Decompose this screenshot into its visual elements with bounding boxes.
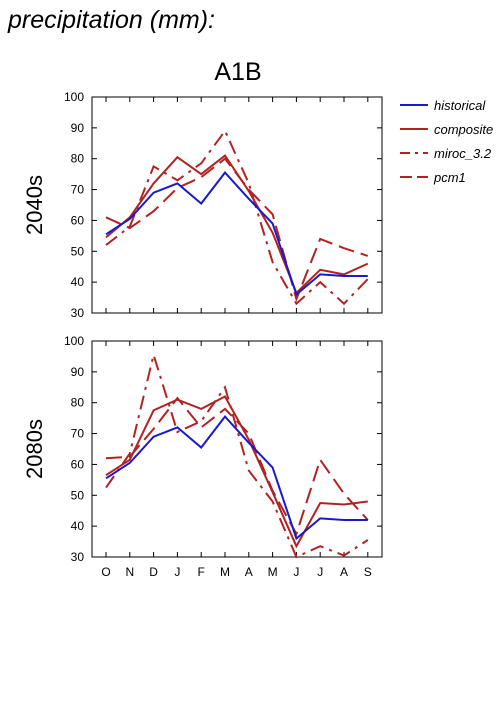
plot-frame [91,340,383,558]
y-tick-label: 30 [71,306,85,320]
x-tick-label: A [340,565,348,579]
legend-item-historical: historical [400,98,486,113]
panels-group: 30 40 50 60 70 80 90 100 2040s 30 40 50 60 70 80 90 100 O… [22,90,383,579]
legend-item-pcm1: pcm1 [400,170,466,185]
series-line-historical [105,171,368,297]
legend: historical composite miroc_3.2 pcm1 [400,98,493,185]
x-tick-label: J [293,565,299,579]
legend-label: composite [434,122,493,137]
y-tick-label: 70 [71,183,85,197]
y-tick-label: 100 [64,334,84,348]
series-line-composite [105,395,368,549]
x-tick-label: M [268,565,278,579]
series-line-pcm1 [105,396,369,537]
y-tick-label: 80 [71,152,85,166]
series-line-historical [105,415,368,541]
panel-label: 2040s [22,175,47,235]
x-tick-label: A [245,565,253,579]
series-line-pcm1 [105,157,369,303]
x-tick-label: J [317,565,323,579]
legend-label: historical [434,98,486,113]
x-tick-label: F [198,565,205,579]
panel-2080s: 30 40 50 60 70 80 90 100 O N D J F M A M J J A S 2080s [22,334,383,579]
plot-frame [91,96,383,314]
x-tick-label: S [364,565,372,579]
legend-item-composite: composite [400,122,493,137]
legend-item-miroc-3-2: miroc_3.2 [400,146,492,161]
y-tick-label: 70 [71,427,85,441]
series-line-composite [105,154,369,295]
x-tick-label: J [174,565,180,579]
panel-2040s: 30 40 50 60 70 80 90 100 2040s [22,90,383,320]
y-tick-label: 90 [71,365,85,379]
y-tick-label: 80 [71,396,85,410]
legend-label: miroc_3.2 [434,146,492,161]
y-tick-label: 60 [71,213,85,227]
y-tick-label: 30 [71,550,85,564]
y-tick-label: 90 [71,121,85,135]
series-line-miroc-3-2 [105,351,369,559]
page-title: precipitation (mm): [8,6,215,34]
chart-title: A1B [214,58,261,86]
y-tick-label: 60 [71,457,85,471]
x-tick-label: O [101,565,110,579]
x-tick-label: N [125,565,134,579]
y-tick-label: 50 [71,244,85,258]
y-tick-label: 50 [71,488,85,502]
x-tick-label: M [220,565,230,579]
legend-label: pcm1 [433,170,466,185]
y-tick-label: 100 [64,90,84,104]
series-line-miroc-3-2 [105,128,369,306]
x-tick-label: D [149,565,158,579]
y-tick-label: 40 [71,275,85,289]
y-tick-label: 40 [71,519,85,533]
panel-label: 2080s [22,419,47,479]
